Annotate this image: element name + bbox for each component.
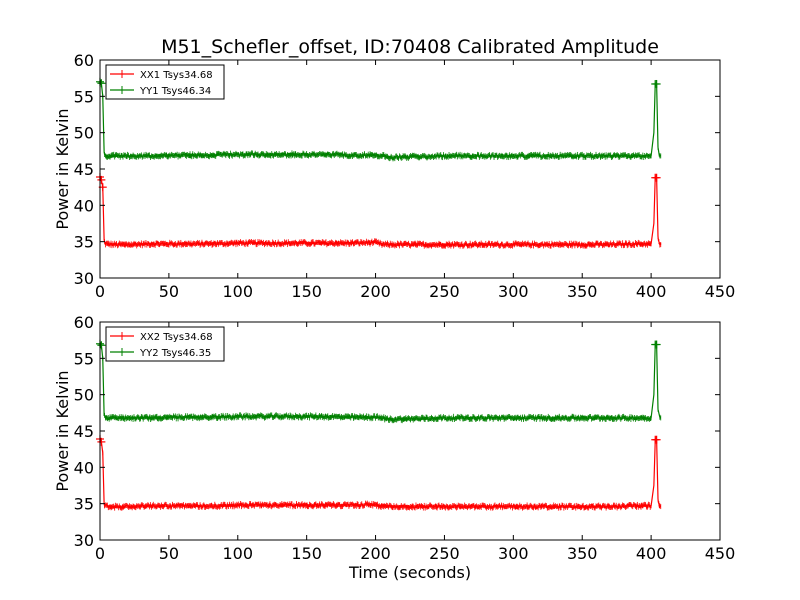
series-line-yy [99, 80, 661, 161]
x-tick-label: 0 [95, 282, 105, 301]
y-tick-label: 50 [74, 124, 94, 143]
legend-label: XX2 Tsys34.68 [140, 332, 213, 343]
legend-box [105, 326, 225, 362]
legend-label: XX1 Tsys34.68 [140, 70, 213, 81]
legend: XX2 Tsys34.68 YY2 Tsys46.35 [105, 326, 225, 362]
y-tick-label: 60 [74, 51, 94, 70]
y-tick-label: 50 [74, 386, 94, 405]
y-tick-label: 35 [74, 495, 94, 514]
x-axis-label: Time (seconds) [348, 563, 471, 582]
x-tick-label: 50 [159, 544, 179, 563]
x-tick-label: 100 [223, 282, 254, 301]
x-tick-label: 400 [636, 544, 667, 563]
x-tick-label: 0 [95, 544, 105, 563]
x-tick-label: 200 [360, 544, 391, 563]
x-tick-label: 150 [291, 544, 322, 563]
series-markers [99, 436, 662, 511]
x-tick-label: 450 [705, 544, 736, 563]
x-tick-label: 250 [429, 282, 460, 301]
x-tick-label: 100 [223, 544, 254, 563]
x-tick-label: 300 [498, 282, 529, 301]
y-tick-label: 45 [74, 160, 94, 179]
y-tick-label: 60 [74, 313, 94, 332]
y-tick-label: 55 [74, 87, 94, 106]
x-tick-label: 400 [636, 282, 667, 301]
legend-label: YY2 Tsys46.35 [139, 348, 211, 359]
legend-box [105, 64, 225, 100]
y-axis-label: Power in Kelvin [53, 108, 72, 229]
x-tick-label: 350 [567, 544, 598, 563]
y-axis-label: Power in Kelvin [53, 370, 72, 491]
series-markers [99, 340, 662, 424]
x-tick-label: 150 [291, 282, 322, 301]
chart-title: M51_Schefler_offset, ID:70408 Calibrated… [161, 36, 659, 58]
series-markers [99, 77, 662, 162]
x-tick-label: 50 [159, 282, 179, 301]
y-tick-label: 40 [74, 458, 94, 477]
legend: XX1 Tsys34.68 YY1 Tsys46.34 [105, 64, 225, 100]
x-tick-label: 200 [360, 282, 391, 301]
series-markers [99, 173, 662, 249]
bottom-panel: 0 50 100 150 200 250 300 350 400 450 30 35 40 45 50 55 6… [53, 313, 735, 563]
series-line-yy [99, 342, 661, 423]
y-tick-label: 40 [74, 196, 94, 215]
x-tick-label: 250 [429, 544, 460, 563]
y-tick-label: 45 [74, 422, 94, 441]
x-tick-label: 300 [498, 544, 529, 563]
top-panel: 0 50 100 150 200 250 300 350 400 450 30 35 40 45 50 55 6… [53, 51, 735, 301]
x-tick-label: 350 [567, 282, 598, 301]
y-tick-label: 35 [74, 233, 94, 252]
legend-label: YY1 Tsys46.34 [139, 86, 211, 97]
y-tick-label: 30 [74, 269, 94, 288]
y-tick-label: 55 [74, 349, 94, 368]
x-tick-label: 450 [705, 282, 736, 301]
y-tick-label: 30 [74, 531, 94, 550]
